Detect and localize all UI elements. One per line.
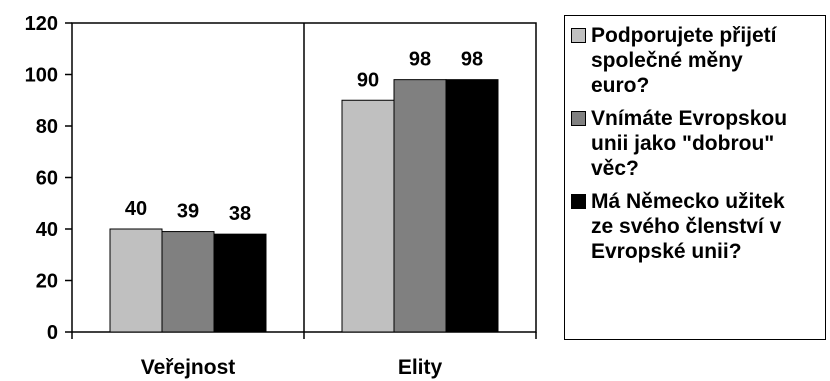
- y-tick-label: 0: [47, 322, 58, 344]
- y-tick-label: 40: [36, 219, 58, 241]
- bar: [161, 231, 215, 333]
- data-label: 98: [461, 49, 483, 71]
- bar: [341, 99, 395, 333]
- data-label: 90: [357, 69, 379, 91]
- legend-swatch: [571, 111, 586, 126]
- y-tick-label: 120: [25, 13, 58, 35]
- legend-item: Vnímáte Evropskou unii jako "dobrou" věc…: [571, 106, 821, 181]
- y-tick-label: 20: [36, 271, 58, 293]
- bar: [109, 228, 163, 333]
- legend-label: Má Německo užitek ze svého členství v Ev…: [591, 190, 785, 263]
- x-category-label: Veřejnost: [141, 356, 236, 379]
- legend-item: Má Německo užitek ze svého členství v Ev…: [571, 189, 821, 264]
- bar: [213, 233, 267, 333]
- y-tick-label: 80: [36, 116, 58, 138]
- legend: Podporujete přijetí společné měny euro? …: [564, 15, 826, 340]
- bar-chart: 0 20 40 60 80 100 120 40 39 38 90 98 98 Veřejnost El…: [25, 13, 537, 379]
- x-category-label: Elity: [398, 356, 443, 379]
- data-label: 38: [229, 203, 251, 225]
- legend-item: Podporujete přijetí společné měny euro?: [571, 23, 821, 98]
- data-label: 98: [409, 49, 431, 71]
- legend-label: Vnímáte Evropskou unii jako "dobrou" věc…: [591, 107, 788, 180]
- data-label: 40: [125, 198, 147, 220]
- legend-label: Podporujete přijetí společné měny euro?: [591, 24, 777, 97]
- y-tick-label: 60: [36, 168, 58, 190]
- y-tick-label: 100: [25, 65, 58, 87]
- legend-swatch: [571, 28, 586, 43]
- data-label: 39: [177, 201, 199, 223]
- bar: [445, 79, 499, 333]
- legend-swatch: [571, 194, 586, 209]
- bar: [393, 79, 447, 333]
